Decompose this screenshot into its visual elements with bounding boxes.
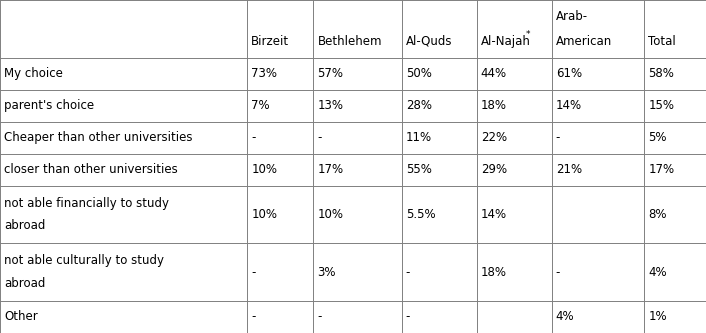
- Text: 4%: 4%: [648, 266, 667, 279]
- Text: Total: Total: [648, 35, 676, 48]
- Text: 73%: 73%: [251, 67, 277, 80]
- Text: Other: Other: [4, 310, 38, 323]
- Text: 18%: 18%: [481, 266, 507, 279]
- Text: 29%: 29%: [481, 163, 507, 176]
- Text: not able culturally to study: not able culturally to study: [4, 254, 164, 267]
- Text: 7%: 7%: [251, 99, 270, 112]
- Text: closer than other universities: closer than other universities: [4, 163, 178, 176]
- Text: 3%: 3%: [318, 266, 336, 279]
- Text: 10%: 10%: [318, 208, 344, 221]
- Text: 10%: 10%: [251, 208, 277, 221]
- Text: Cheaper than other universities: Cheaper than other universities: [4, 131, 193, 144]
- Text: -: -: [318, 131, 322, 144]
- Text: *: *: [526, 30, 530, 39]
- Text: 11%: 11%: [406, 131, 432, 144]
- Text: 10%: 10%: [251, 163, 277, 176]
- Text: 4%: 4%: [556, 310, 575, 323]
- Text: 5.5%: 5.5%: [406, 208, 436, 221]
- Text: 18%: 18%: [481, 99, 507, 112]
- Text: -: -: [406, 310, 410, 323]
- Text: 17%: 17%: [648, 163, 675, 176]
- Text: 22%: 22%: [481, 131, 507, 144]
- Text: -: -: [556, 266, 560, 279]
- Text: 28%: 28%: [406, 99, 432, 112]
- Text: Arab-: Arab-: [556, 10, 588, 23]
- Text: 13%: 13%: [318, 99, 344, 112]
- Text: -: -: [556, 131, 560, 144]
- Text: -: -: [251, 131, 256, 144]
- Text: 21%: 21%: [556, 163, 582, 176]
- Text: 5%: 5%: [648, 131, 667, 144]
- Text: Birzeit: Birzeit: [251, 35, 289, 48]
- Text: 1%: 1%: [648, 310, 667, 323]
- Text: Al-Najah: Al-Najah: [481, 35, 531, 48]
- Text: 15%: 15%: [648, 99, 674, 112]
- Text: 57%: 57%: [318, 67, 344, 80]
- Text: 14%: 14%: [556, 99, 582, 112]
- Text: 61%: 61%: [556, 67, 582, 80]
- Text: abroad: abroad: [4, 277, 46, 290]
- Text: My choice: My choice: [4, 67, 63, 80]
- Text: 17%: 17%: [318, 163, 344, 176]
- Text: not able financially to study: not able financially to study: [4, 196, 169, 210]
- Text: 50%: 50%: [406, 67, 431, 80]
- Text: 8%: 8%: [648, 208, 667, 221]
- Text: abroad: abroad: [4, 219, 46, 232]
- Text: -: -: [318, 310, 322, 323]
- Text: -: -: [251, 266, 256, 279]
- Text: -: -: [251, 310, 256, 323]
- Text: -: -: [406, 266, 410, 279]
- Text: 55%: 55%: [406, 163, 431, 176]
- Text: Al-Quds: Al-Quds: [406, 35, 453, 48]
- Text: 44%: 44%: [481, 67, 507, 80]
- Text: 14%: 14%: [481, 208, 507, 221]
- Text: parent's choice: parent's choice: [4, 99, 95, 112]
- Text: American: American: [556, 35, 612, 48]
- Text: 58%: 58%: [648, 67, 674, 80]
- Text: Bethlehem: Bethlehem: [318, 35, 382, 48]
